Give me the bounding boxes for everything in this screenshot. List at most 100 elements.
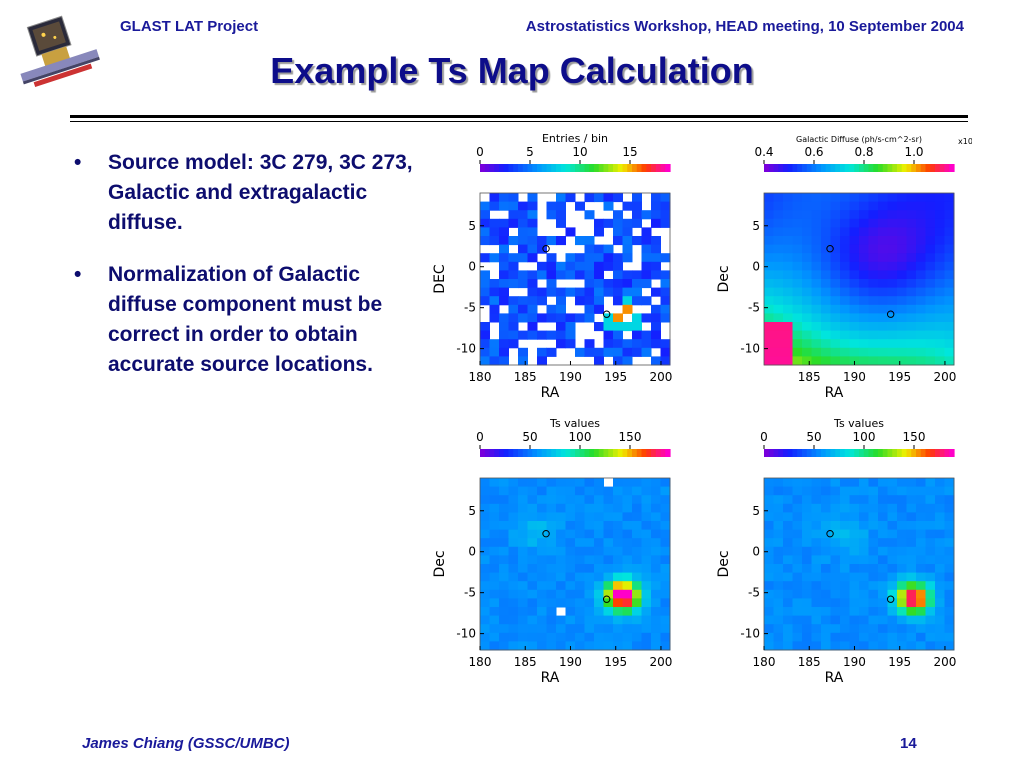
heatmap-cell xyxy=(518,538,528,548)
heatmap-cell xyxy=(480,356,490,366)
heatmap-cell xyxy=(802,279,812,289)
heatmap-cell xyxy=(603,581,614,591)
heatmap-cell xyxy=(840,503,850,513)
heatmap-cell xyxy=(518,615,528,625)
heatmap-cell xyxy=(792,512,803,522)
footer-author: James Chiang (GSSC/UMBC) xyxy=(82,735,290,752)
heatmap-cell xyxy=(556,322,566,332)
heatmap-cell xyxy=(641,581,652,591)
heatmap-cell xyxy=(821,521,831,531)
heatmap-cell xyxy=(792,615,803,625)
heatmap-cell xyxy=(916,564,926,574)
heatmap-cell xyxy=(622,546,633,556)
heatmap-cell xyxy=(906,581,917,591)
heatmap-cell xyxy=(660,546,671,556)
heatmap-cell xyxy=(527,624,538,634)
heatmap-cell xyxy=(632,330,642,340)
heatmap-cell xyxy=(925,227,936,237)
heatmap-cell xyxy=(508,615,519,625)
heatmap-cell xyxy=(906,313,917,323)
heatmap-cell xyxy=(603,632,614,642)
heatmap-cell xyxy=(897,287,907,297)
heatmap-cell xyxy=(792,279,803,289)
heatmap-cell xyxy=(773,624,784,634)
heatmap-cell xyxy=(783,261,793,271)
heatmap-cell xyxy=(632,279,642,289)
colorbar-segment xyxy=(570,164,576,172)
heatmap-cell xyxy=(556,287,566,297)
heatmap-cell xyxy=(906,244,917,254)
heatmap-cell xyxy=(792,201,803,211)
heatmap-cell xyxy=(925,201,936,211)
heatmap-cell xyxy=(935,236,945,246)
heatmap-cell xyxy=(821,227,831,237)
heatmap-cell xyxy=(811,287,822,297)
heatmap-cell xyxy=(613,512,623,522)
heatmap-cell xyxy=(622,503,633,513)
heatmap-cell xyxy=(556,529,566,539)
heatmap-cell xyxy=(575,564,585,574)
heatmap-cell xyxy=(944,244,955,254)
heatmap-cell xyxy=(783,495,793,505)
heatmap-cell xyxy=(925,503,936,513)
heatmap-cell xyxy=(897,581,907,591)
heatmap-cell xyxy=(594,538,604,548)
heatmap-cell xyxy=(897,313,907,323)
colorbar-segment xyxy=(484,164,491,172)
heatmap-cell xyxy=(840,598,850,608)
heatmap-cell xyxy=(868,486,879,496)
heatmap-cell xyxy=(783,503,793,513)
heatmap-cell xyxy=(489,589,500,599)
heatmap-cell xyxy=(508,555,519,565)
heatmap-cell xyxy=(651,572,661,582)
heatmap-cell xyxy=(868,615,879,625)
heatmap-cell xyxy=(546,624,557,634)
heatmap-cell xyxy=(594,512,604,522)
heatmap-cell xyxy=(546,572,557,582)
heatmap-cell xyxy=(584,244,595,254)
colorbar-segment xyxy=(532,449,538,457)
heatmap-cell xyxy=(925,572,936,582)
colorbar-segment xyxy=(768,164,775,172)
heatmap-cell xyxy=(878,607,888,617)
heatmap-cell xyxy=(546,546,557,556)
heatmap-cell xyxy=(480,347,490,357)
heatmap-cell xyxy=(897,641,907,651)
heatmap-cell xyxy=(603,598,614,608)
heatmap-cell xyxy=(773,546,784,556)
heatmap-cell xyxy=(811,529,822,539)
heatmap-cell xyxy=(792,486,803,496)
source-marker xyxy=(602,595,611,603)
heatmap-cell xyxy=(764,641,774,651)
heatmap-cell xyxy=(849,624,860,634)
heatmap-cell xyxy=(802,521,812,531)
y-axis-label: Dec xyxy=(432,550,448,577)
heatmap-cell xyxy=(887,339,898,349)
heatmap-cell xyxy=(783,521,793,531)
heatmap-cell xyxy=(764,279,774,289)
heatmap-cell xyxy=(660,193,671,203)
heatmap-cell xyxy=(811,546,822,556)
heatmap-cell xyxy=(868,546,879,556)
heatmap-cell xyxy=(527,495,538,505)
source-marker xyxy=(542,529,550,538)
heatmap-cell xyxy=(944,632,955,642)
y-tick-label: -5 xyxy=(748,586,760,600)
heatmap-cell xyxy=(906,236,917,246)
heatmap-cell xyxy=(518,624,528,634)
colorbar-segment xyxy=(873,449,879,457)
heatmap-cell xyxy=(935,555,945,565)
heatmap-cell xyxy=(840,529,850,539)
heatmap-cell xyxy=(508,521,519,531)
heatmap-cell xyxy=(868,632,879,642)
heatmap-cell xyxy=(641,555,652,565)
heatmap-cell xyxy=(773,495,784,505)
heatmap-cell xyxy=(887,632,898,642)
heatmap-cell xyxy=(821,529,831,539)
heatmap-cell xyxy=(546,279,557,289)
heatmap-cell xyxy=(641,529,652,539)
y-tick-label: 5 xyxy=(468,504,476,518)
heatmap-cell xyxy=(773,564,784,574)
heatmap-cell xyxy=(641,244,652,254)
heatmap-cell xyxy=(783,227,793,237)
